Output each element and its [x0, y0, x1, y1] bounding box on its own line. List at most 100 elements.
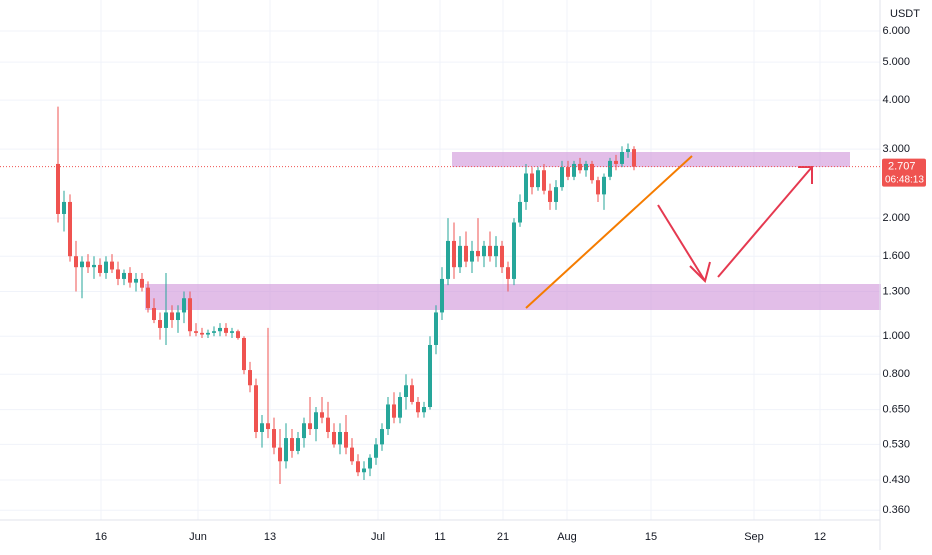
- candle-body: [482, 245, 486, 257]
- candle-body: [380, 429, 384, 445]
- candle-body: [452, 240, 456, 268]
- price-label: 2.707: [888, 161, 916, 173]
- candle-body: [80, 261, 84, 268]
- candle-body: [272, 429, 276, 448]
- candle-body: [428, 344, 432, 408]
- candle-body: [362, 468, 366, 473]
- arrow-up: [717, 166, 813, 278]
- candle-body: [152, 308, 156, 321]
- candle-body: [620, 151, 624, 164]
- candle-body: [560, 167, 564, 188]
- candle-body: [356, 461, 360, 473]
- candle-body: [314, 412, 318, 430]
- candle-body: [56, 163, 60, 214]
- arrow-head: [798, 166, 813, 184]
- candle-body: [260, 423, 264, 432]
- arrow-head: [689, 261, 711, 283]
- candle-body: [254, 385, 258, 432]
- y-tick-label: 3.000: [882, 143, 910, 155]
- candle-body: [512, 222, 516, 279]
- candle-body: [206, 332, 210, 335]
- candle-body: [392, 404, 396, 418]
- candle-body: [494, 245, 498, 257]
- candle-body: [584, 163, 588, 171]
- candle-body: [98, 264, 102, 273]
- y-tick-label: 6.000: [882, 25, 910, 37]
- candle-body: [548, 190, 552, 202]
- candle-body: [86, 261, 90, 268]
- candle-body: [488, 245, 492, 257]
- arrow-down: [657, 204, 706, 282]
- candle-body: [422, 407, 426, 413]
- candle-body: [104, 261, 108, 273]
- candle-body: [554, 187, 558, 202]
- y-tick-label: 2.000: [882, 212, 910, 224]
- candle-body: [188, 298, 192, 332]
- grid: [0, 0, 880, 520]
- candle-body: [506, 267, 510, 279]
- candle-body: [476, 250, 480, 257]
- y-tick-label: 0.430: [882, 474, 910, 486]
- candle-body: [518, 201, 522, 223]
- candle-body: [350, 447, 354, 462]
- candle-body: [536, 170, 540, 188]
- x-tick-label: Aug: [557, 531, 577, 543]
- candle-body: [236, 331, 240, 338]
- candle-body: [398, 396, 402, 418]
- y-tick-label: 4.000: [882, 94, 910, 106]
- candle-body: [176, 312, 180, 321]
- resistance-zone: [452, 152, 850, 167]
- y-tick-label: 0.360: [882, 504, 910, 516]
- candle-body: [608, 160, 612, 177]
- y-tick-label: 1.300: [882, 285, 910, 297]
- candle-body: [140, 278, 144, 288]
- y-tick-label: 0.650: [882, 404, 910, 416]
- candle-body: [134, 278, 138, 283]
- x-tick-label: 15: [645, 531, 657, 543]
- candle-body: [404, 385, 408, 397]
- candle-body: [338, 431, 342, 445]
- y-tick-label: 0.530: [882, 438, 910, 450]
- axis-labels: 6.000 5.000 4.000 3.000 2.000 1.600 1.300 1.000…: [95, 25, 910, 543]
- candle-body: [122, 272, 126, 279]
- currency-label: USDT: [890, 8, 920, 20]
- candle-body: [68, 201, 72, 257]
- candle-body: [266, 423, 270, 430]
- candle-body: [368, 457, 372, 469]
- candle-body: [566, 167, 570, 177]
- candle-body: [542, 170, 546, 191]
- countdown-label: 06:48:13: [885, 174, 924, 185]
- candle-body: [344, 431, 348, 448]
- candle-body: [212, 331, 216, 333]
- candle-body: [386, 404, 390, 430]
- candle-body: [146, 287, 150, 309]
- projection-arrows: [657, 166, 813, 283]
- candle-body: [602, 176, 606, 195]
- candle-body: [248, 370, 252, 386]
- candle-body: [74, 256, 78, 268]
- x-tick-label: 21: [497, 531, 509, 543]
- candle-body: [92, 264, 96, 268]
- candle-body: [224, 327, 228, 333]
- candle-body: [164, 312, 168, 328]
- candle-body: [632, 149, 636, 167]
- candle-body: [440, 278, 444, 313]
- candle-body: [218, 327, 222, 332]
- candle-body: [614, 160, 618, 164]
- y-tick-label: 1.000: [882, 330, 910, 342]
- y-tick-label: 0.800: [882, 368, 910, 380]
- candle-body: [230, 331, 234, 333]
- candle-body: [194, 331, 198, 333]
- candle-body: [62, 201, 66, 214]
- candle-body: [590, 163, 594, 181]
- candle-body: [278, 447, 282, 462]
- x-tick-label: 16: [95, 531, 107, 543]
- candle-body: [374, 444, 378, 458]
- candle-body: [578, 163, 582, 171]
- candle-body: [308, 423, 312, 430]
- candle-body: [158, 320, 162, 328]
- y-tick-label: 5.000: [882, 56, 910, 68]
- candle-body: [458, 245, 462, 268]
- price-box: [882, 158, 926, 187]
